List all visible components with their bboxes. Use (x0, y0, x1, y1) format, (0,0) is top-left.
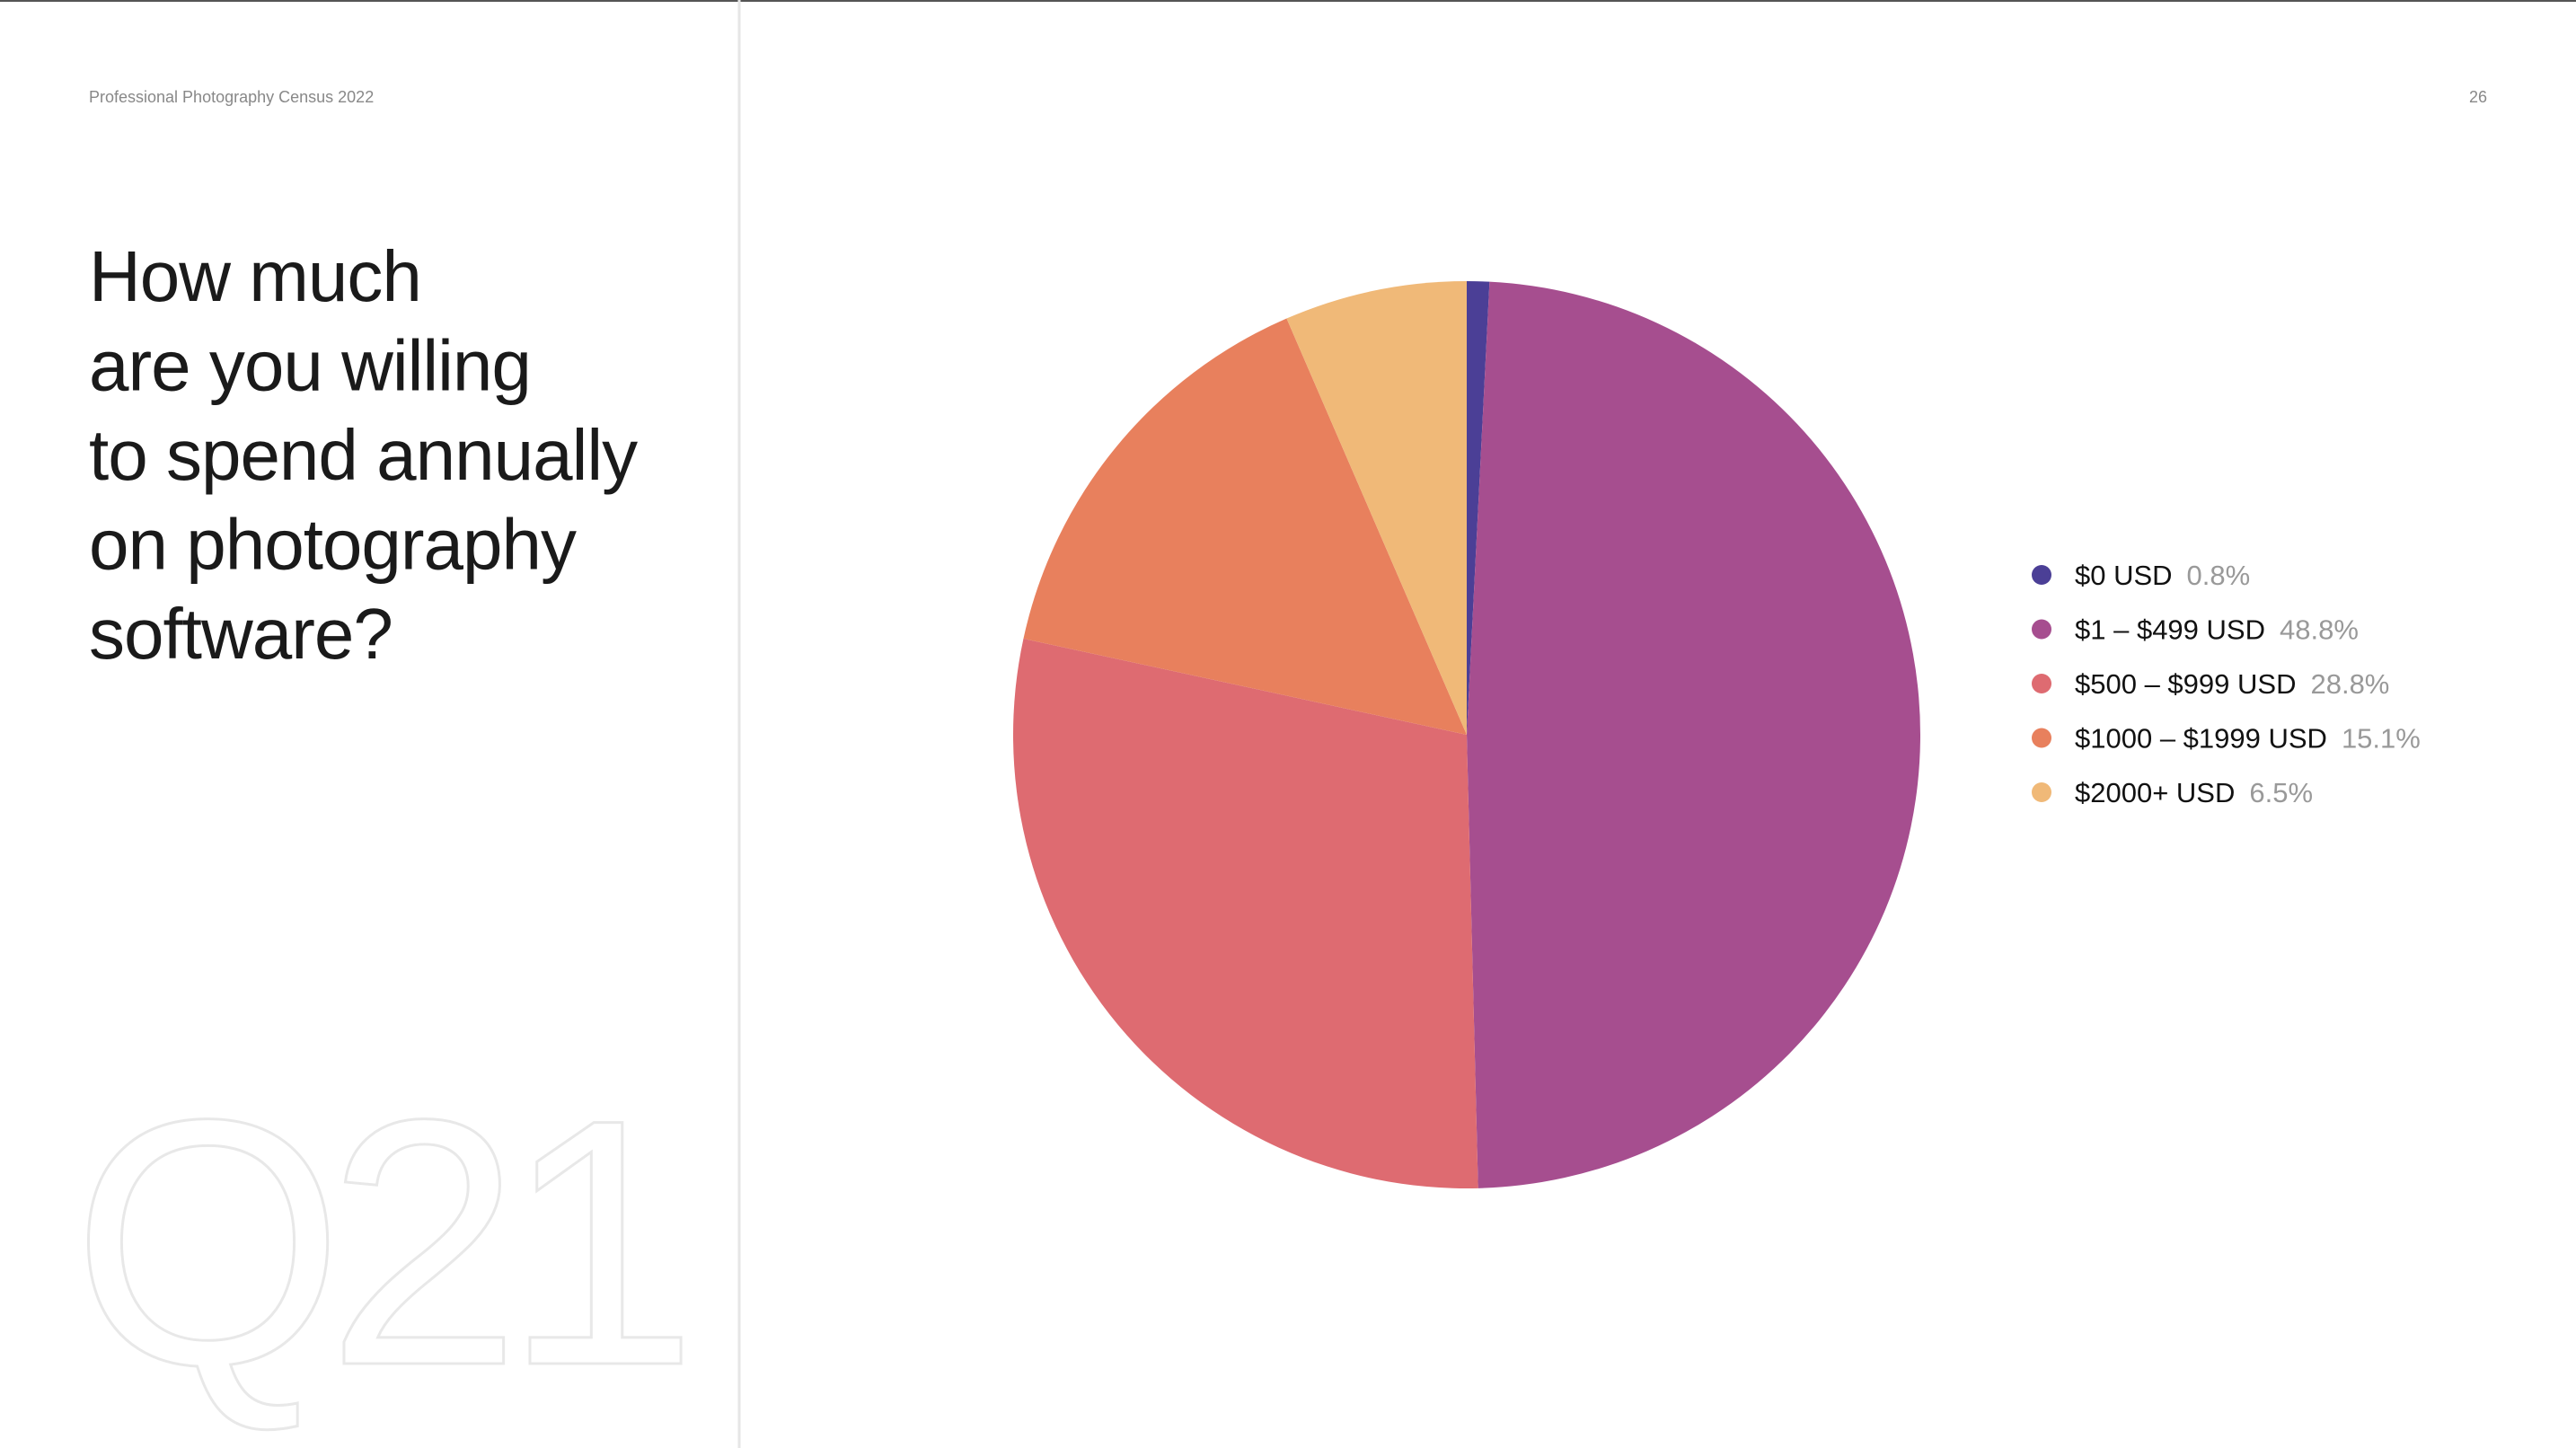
pie-slice (1012, 638, 1478, 1188)
legend-label: $2000+ USD (2075, 777, 2235, 808)
pie-slice (1023, 318, 1467, 735)
page-number: 26 (2469, 88, 2487, 106)
pie-slice (1467, 281, 1490, 735)
legend-label: $0 USD (2075, 560, 2173, 591)
title-line: How much (89, 236, 421, 316)
legend-label: $1000 – $1999 USD (2075, 723, 2327, 755)
legend-label: $1 – $499 USD (2075, 614, 2265, 646)
legend-marker (2032, 619, 2051, 640)
legend-value: 28.8% (2310, 668, 2389, 700)
legend-marker (2032, 728, 2051, 748)
legend-marker (2032, 782, 2051, 802)
legend-marker (2032, 565, 2051, 585)
title-line: on photography (89, 505, 577, 585)
header-title: Professional Photography Census 2022 (89, 88, 374, 106)
question-title: How much are you willing to spend annually… (89, 236, 639, 674)
legend-value: 48.8% (2280, 614, 2359, 646)
title-line: to spend annually (89, 415, 638, 495)
title-line: software? (89, 594, 393, 674)
legend-label: $500 – $999 USD (2075, 668, 2296, 700)
legend-value: 15.1% (2342, 723, 2421, 755)
legend-value: 6.5% (2249, 777, 2313, 808)
legend-marker (2032, 674, 2051, 693)
pie-slice (1467, 281, 1921, 1188)
question-number: Q21 (72, 1046, 684, 1438)
title-line: are you willing (89, 326, 531, 406)
pie (1012, 281, 1921, 1188)
pie-slice (1286, 281, 1467, 735)
legend: $0 USD 0.8% $1 – $499 USD 48.8% $500 – $999 … (2032, 560, 2421, 808)
legend-value: 0.8% (2187, 560, 2251, 591)
